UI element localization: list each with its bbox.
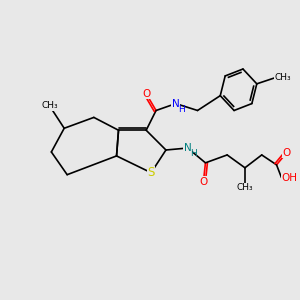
Text: S: S [147,166,155,179]
Text: H: H [190,149,196,158]
Text: N: N [172,99,180,109]
Text: H: H [178,105,184,114]
Text: CH₃: CH₃ [41,101,58,110]
Text: OH: OH [281,173,298,183]
Text: O: O [199,177,208,187]
Text: CH₃: CH₃ [274,74,291,82]
Text: N: N [184,143,191,153]
Text: O: O [142,89,150,99]
Text: CH₃: CH₃ [237,183,253,192]
Text: O: O [282,148,290,158]
